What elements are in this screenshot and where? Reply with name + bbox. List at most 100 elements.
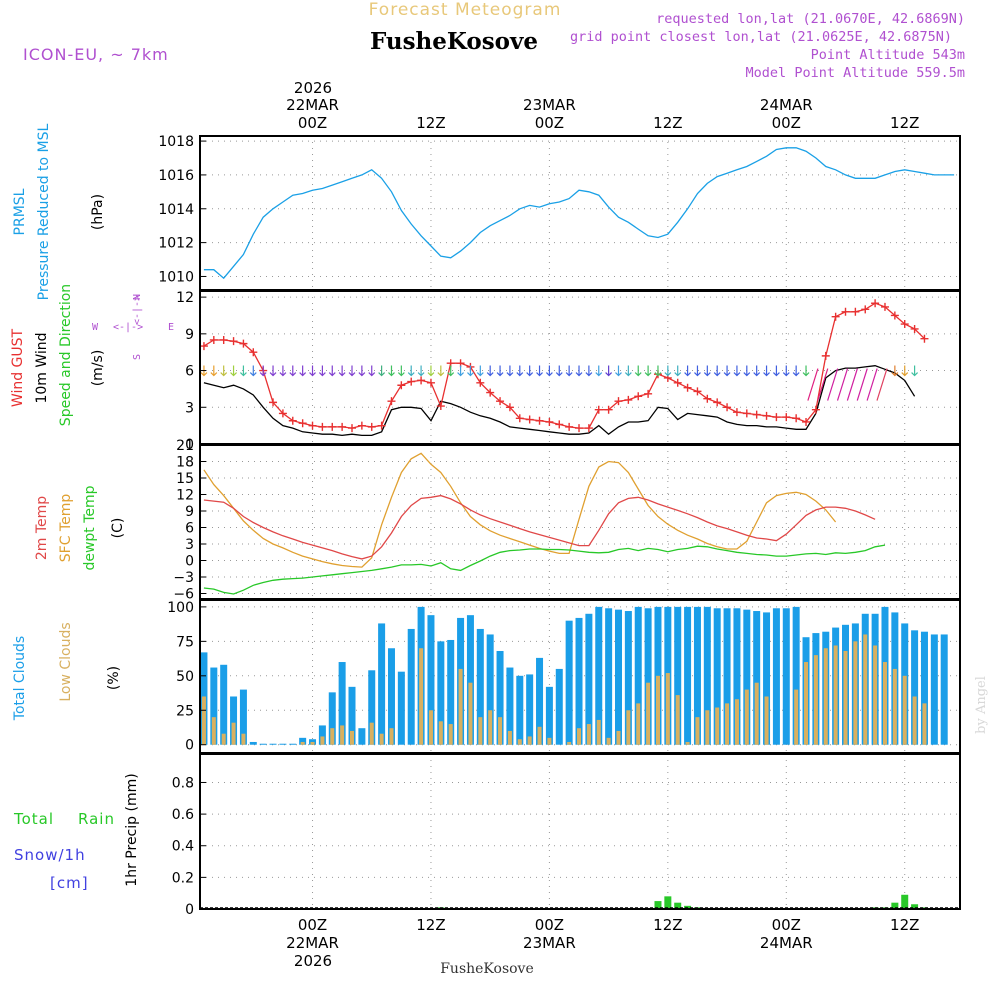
- low-cloud-bar: [902, 675, 907, 745]
- y-tick-label: 15: [176, 471, 194, 487]
- low-cloud-bar: [823, 648, 828, 745]
- wind-barb: [378, 365, 386, 377]
- gust-point: [802, 417, 811, 426]
- wind-barb: [348, 365, 356, 377]
- bottom-year-label: 2026: [294, 952, 332, 970]
- y-tick-label: 0.8: [172, 775, 194, 791]
- low-cloud-bar: [231, 722, 236, 745]
- gust-point: [515, 414, 524, 423]
- wind-barb: [338, 365, 346, 377]
- wind-unit: (m/s): [90, 350, 106, 387]
- wind-barb: [911, 365, 919, 377]
- y-tick-label: 0: [185, 437, 194, 453]
- dewpt-label: dewpt Temp: [82, 485, 98, 570]
- low-cloud-bar: [586, 724, 591, 745]
- wind-barb: [644, 365, 652, 377]
- wind-barb: [555, 365, 563, 377]
- total-cloud-bar: [555, 668, 563, 745]
- watermark: by Angel: [974, 676, 989, 734]
- wind-barb: [782, 365, 790, 377]
- bottom-date-label: 24MAR: [760, 934, 813, 952]
- wind-barb: [703, 365, 711, 377]
- total-cloud-bar: [486, 634, 494, 745]
- rain-bar: [901, 894, 909, 909]
- low-cloud-bar: [379, 733, 384, 745]
- panel-frame: [199, 753, 961, 910]
- wind-barb: [753, 365, 761, 377]
- gust-point: [742, 409, 751, 418]
- y-tick-label: 75: [176, 634, 194, 650]
- low-cloud-bar: [754, 682, 759, 745]
- total-cloud-bar: [684, 606, 692, 745]
- temp-unit: (C): [110, 518, 126, 539]
- y-tick-label: −3: [173, 570, 194, 586]
- gust-point: [713, 398, 722, 407]
- wind-barb: [388, 365, 395, 377]
- gust-point: [732, 408, 741, 417]
- wind-barb: [565, 365, 573, 377]
- wind-barb: [427, 365, 435, 377]
- sfc-temp-line: [203, 452, 837, 568]
- gust-point: [367, 422, 376, 431]
- y-tick-label: 9: [185, 504, 194, 520]
- low-cloud-bar: [567, 741, 572, 745]
- low-cloud-bar: [813, 655, 818, 745]
- low-cloud-bar: [517, 739, 522, 745]
- y-tick-label: 50: [176, 669, 194, 685]
- wind-barb: [328, 365, 336, 377]
- y-tick-label: 9: [185, 327, 194, 343]
- low-cloud-bar: [764, 696, 769, 745]
- total-cloud-bar: [378, 623, 386, 745]
- compass-north: N: [132, 294, 143, 300]
- total-cloud-bar: [792, 606, 800, 745]
- low-cloud-bar: [892, 668, 897, 745]
- wind-barb: [516, 365, 524, 377]
- gust-point: [703, 394, 712, 403]
- wind-barb: [210, 365, 218, 377]
- wind-barb: [358, 365, 366, 377]
- wind-barb: [585, 365, 593, 377]
- wind-barb: [259, 365, 267, 377]
- gust-point: [910, 324, 919, 333]
- temp2m-label: 2m Temp: [34, 496, 50, 560]
- gust-point: [634, 392, 643, 401]
- gust-point: [614, 397, 623, 406]
- low-cloud-bar: [438, 721, 443, 745]
- clouds-unit: (%): [106, 666, 122, 690]
- wind-barb: [417, 365, 425, 377]
- wind-barb: [368, 365, 376, 377]
- total-cloud-bar: [328, 692, 336, 745]
- top-time-tick: 12Z: [416, 114, 445, 132]
- gust-point: [249, 348, 258, 357]
- gust-point: [604, 405, 613, 414]
- gust-point: [831, 312, 840, 321]
- total-cloud-bar: [516, 675, 524, 745]
- total-cloud-bar: [911, 630, 919, 745]
- total-cloud-bar: [269, 743, 277, 745]
- low-cloud-bar: [725, 703, 730, 745]
- low-cloud-bar: [241, 733, 246, 745]
- wind-barb: [891, 365, 899, 377]
- total-cloud-bar: [397, 671, 405, 745]
- product-title: Forecast Meteogram: [369, 0, 562, 20]
- gust-point: [683, 383, 692, 392]
- gust-point: [496, 397, 505, 406]
- total-cloud-bar: [565, 620, 573, 745]
- wind-barb: [792, 365, 800, 377]
- wind-barb: [763, 365, 770, 377]
- temp2m-line: [203, 494, 876, 560]
- top-date-label: 22MAR: [286, 96, 339, 114]
- wind-barb: [624, 365, 632, 377]
- total-cloud-bar: [940, 634, 948, 745]
- low-cloud-bar: [636, 703, 641, 745]
- y-tick-label: −6: [173, 587, 194, 603]
- gust-point: [555, 420, 564, 429]
- gust-point: [535, 416, 544, 425]
- wind-barb: [866, 368, 878, 401]
- low-cloud-bar: [922, 703, 927, 745]
- requested-point: requested lon,lat (21.0670E, 42.6869N): [656, 11, 965, 27]
- low-cloud-bar: [369, 722, 374, 745]
- total-cloud-bar: [220, 664, 228, 745]
- low-cloud-bar: [873, 645, 878, 745]
- snow-legend: Snow/1h: [14, 846, 86, 864]
